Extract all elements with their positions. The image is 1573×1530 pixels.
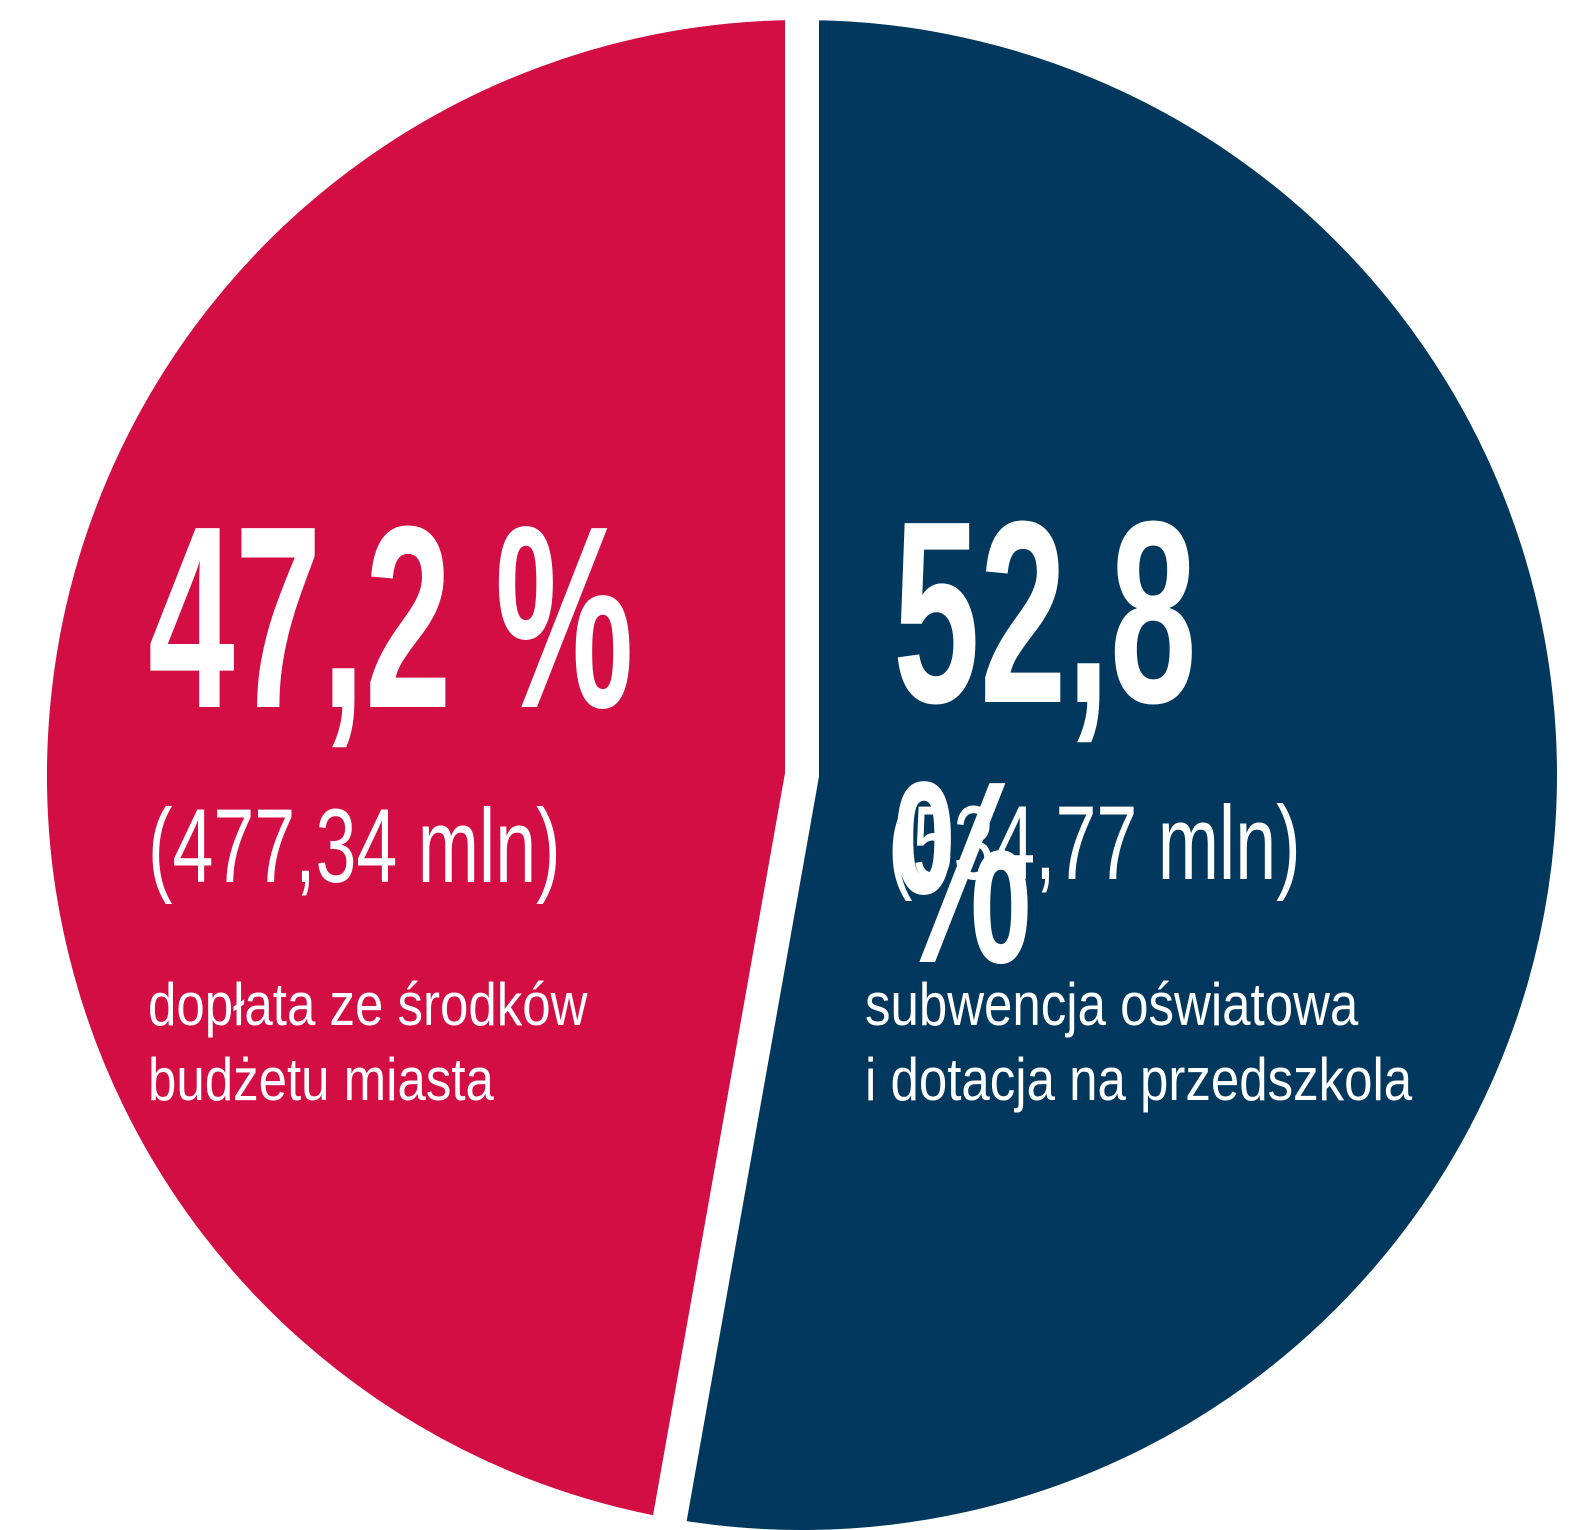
pie-slice bbox=[650, 0, 1573, 1530]
amount-label: (477,34 mln) bbox=[148, 788, 561, 905]
value-label: 52,8 % bbox=[893, 468, 1197, 1018]
category-label: dopłata ze środków budżetu miasta bbox=[148, 971, 588, 1113]
pie-slice bbox=[13, 0, 819, 1530]
value-label: 47,2 % bbox=[148, 473, 634, 763]
amount-label: (534,77 mln) bbox=[888, 785, 1301, 902]
category-label: subwencja oświatowa i dotacja na przedsz… bbox=[865, 971, 1413, 1113]
